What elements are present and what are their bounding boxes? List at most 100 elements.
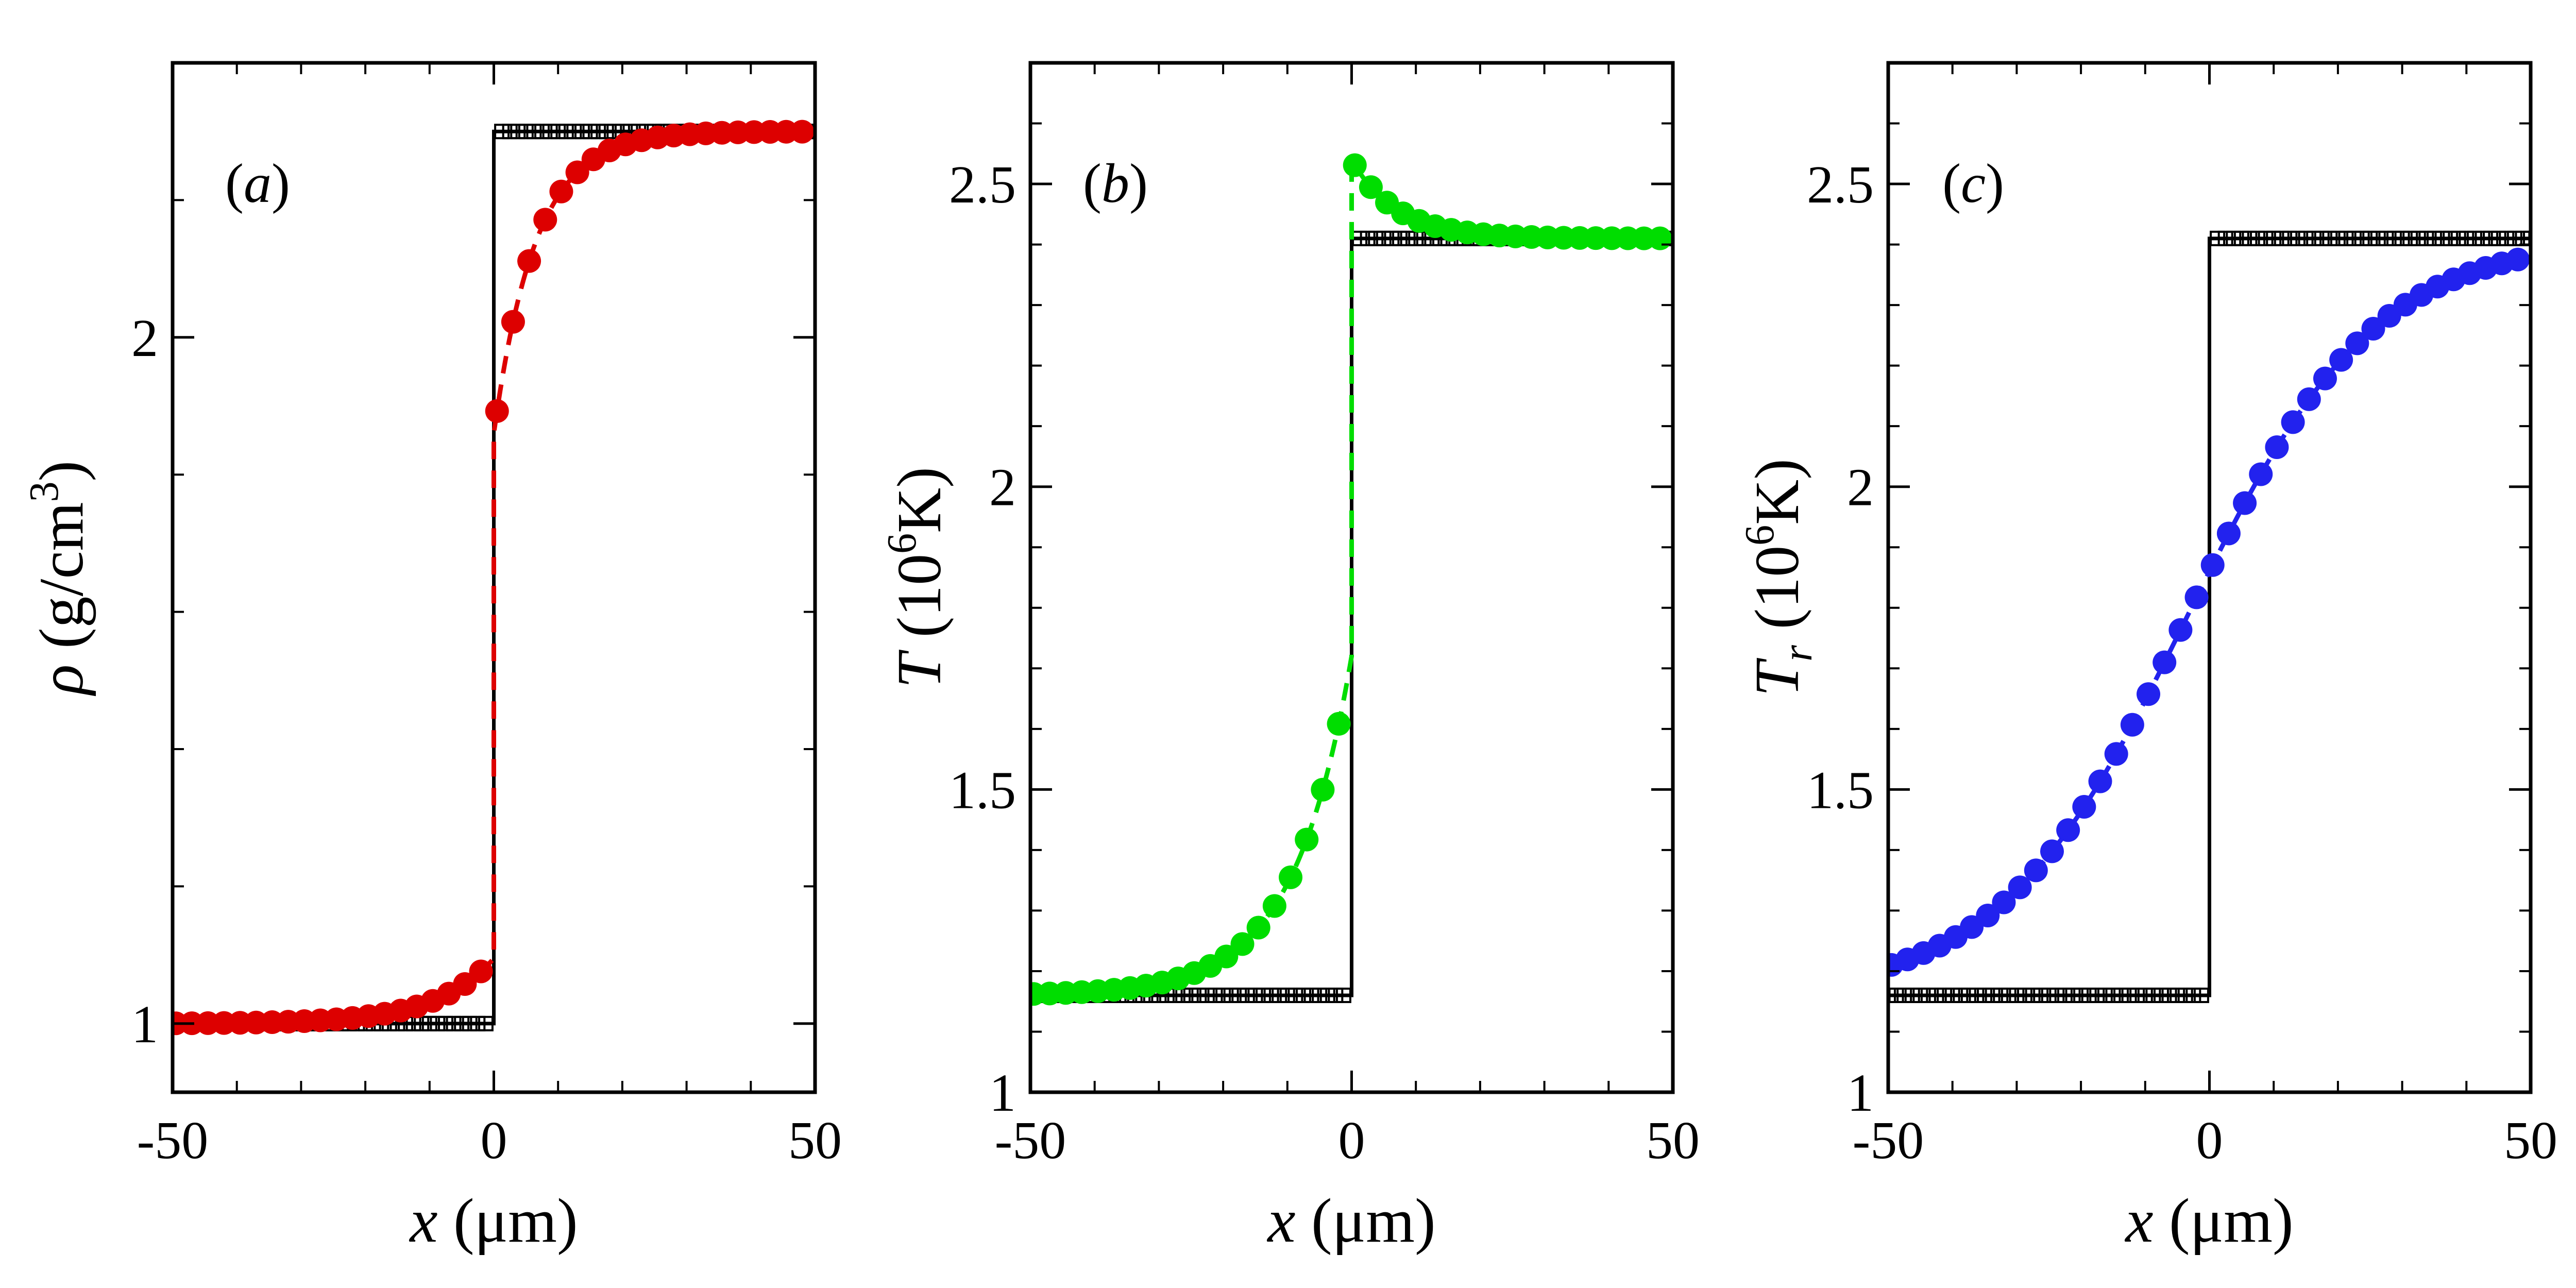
exact-marker — [1977, 987, 1993, 1003]
exact-marker — [2394, 230, 2410, 246]
y-axis-title: T (106K) — [879, 467, 954, 688]
numeric-marker — [2120, 713, 2144, 737]
panel-label: (b) — [1083, 153, 1148, 214]
exact-marker — [1928, 987, 1944, 1003]
exact-marker — [446, 1015, 462, 1031]
exact-marker — [1944, 987, 1960, 1003]
exact-marker — [2161, 987, 2177, 1003]
numeric-marker — [790, 120, 815, 144]
exact-marker — [1953, 987, 1969, 1003]
exact-marker — [1920, 987, 1936, 1003]
exact-marker — [2410, 230, 2426, 246]
exact-marker — [2346, 230, 2362, 246]
numeric-marker — [2008, 875, 2032, 900]
exact-marker — [2226, 230, 2242, 246]
exact-marker — [2129, 987, 2145, 1003]
exact-marker — [2242, 230, 2258, 246]
x-tick-label: -50 — [995, 1111, 1066, 1170]
exact-marker — [2137, 987, 2153, 1003]
exact-marker — [534, 124, 550, 140]
exact-marker — [2426, 230, 2442, 246]
numeric-marker — [2216, 521, 2241, 546]
exact-marker — [2306, 230, 2322, 246]
exact-marker — [1368, 230, 1384, 246]
exact-marker — [2170, 987, 2185, 1003]
exact-marker — [1295, 987, 1311, 1003]
exact-marker — [2475, 230, 2490, 246]
x-tick-label: 0 — [1338, 1111, 1365, 1170]
exact-marker — [1328, 987, 1344, 1003]
exact-marker — [2121, 987, 2137, 1003]
y-tick-label: 2 — [989, 458, 1016, 517]
x-tick-label: 0 — [481, 1111, 507, 1170]
exact-marker — [2193, 987, 2209, 1003]
exact-marker — [558, 124, 574, 140]
numeric-marker — [565, 160, 589, 184]
exact-marker — [2298, 230, 2314, 246]
exact-marker — [2314, 230, 2330, 246]
exact-marker — [1400, 230, 1416, 246]
x-tick-label: 50 — [2504, 1111, 2557, 1170]
exact-marker — [2041, 987, 2057, 1003]
exact-marker — [478, 1015, 494, 1031]
exact-marker — [2322, 230, 2338, 246]
exact-marker — [1376, 230, 1392, 246]
exact-marker — [1247, 987, 1263, 1003]
numeric-marker — [1343, 153, 1367, 177]
exact-marker — [582, 124, 598, 140]
exact-marker — [1312, 987, 1328, 1003]
exact-marker — [2483, 230, 2499, 246]
numeric-marker — [2361, 316, 2385, 341]
exact-marker — [454, 1015, 470, 1031]
numeric-marker — [2024, 858, 2048, 883]
exact-marker — [2105, 987, 2121, 1003]
exact-marker — [2016, 987, 2032, 1003]
exact-marker — [2258, 230, 2274, 246]
numeric-marker — [2249, 462, 2273, 486]
exact-marker — [2145, 987, 2161, 1003]
numeric-marker — [1214, 944, 1239, 969]
y-tick-label: 2 — [131, 309, 158, 368]
x-tick-label: -50 — [1853, 1111, 1924, 1170]
exact-marker — [1191, 987, 1207, 1003]
panel-c: 1 1.5 2 2.5 -50 0 50 x (μm) Tr (106K) (c) — [1737, 61, 2557, 1256]
numeric-marker — [1295, 827, 1319, 852]
exact-marker — [2402, 230, 2418, 246]
numeric-marker — [2056, 818, 2080, 842]
exact-marker — [2065, 987, 2081, 1003]
y-tick-label: 1.5 — [1807, 760, 1874, 820]
x-axis-title: x (μm) — [409, 1186, 578, 1256]
numeric-marker — [2506, 247, 2530, 272]
exact-marker — [1985, 987, 2001, 1003]
exact-marker — [1272, 987, 1287, 1003]
exact-marker — [2338, 230, 2354, 246]
numeric-marker — [2281, 410, 2305, 434]
exact-marker — [462, 1015, 478, 1031]
y-tick-label: 2.5 — [949, 155, 1016, 214]
exact-marker — [421, 1015, 437, 1031]
numeric-marker — [2088, 769, 2112, 793]
y-tick-label: 1 — [989, 1063, 1016, 1123]
y-axis-title: ρ (g/cm3) — [22, 461, 96, 697]
exact-marker — [2443, 230, 2459, 246]
exact-marker — [606, 124, 622, 140]
plot-area — [173, 120, 815, 1036]
exact-marker — [1207, 987, 1223, 1003]
numeric-marker — [2184, 585, 2209, 609]
exact-marker — [470, 1015, 486, 1031]
exact-marker — [2266, 230, 2282, 246]
numeric-marker — [453, 972, 477, 996]
numeric-marker — [1648, 226, 1672, 250]
y-tick-label: 1 — [131, 995, 158, 1054]
y-tick-label: 2.5 — [1807, 155, 1874, 214]
exact-marker — [2217, 230, 2233, 246]
exact-marker — [550, 124, 566, 140]
numeric-marker — [1359, 175, 1383, 199]
exact-marker — [2354, 230, 2370, 246]
plot-area — [1030, 151, 1673, 1006]
numeric-marker — [2040, 839, 2064, 863]
exact-marker — [2153, 987, 2169, 1003]
exact-marker — [2330, 230, 2346, 246]
numeric-marker — [2345, 331, 2369, 355]
